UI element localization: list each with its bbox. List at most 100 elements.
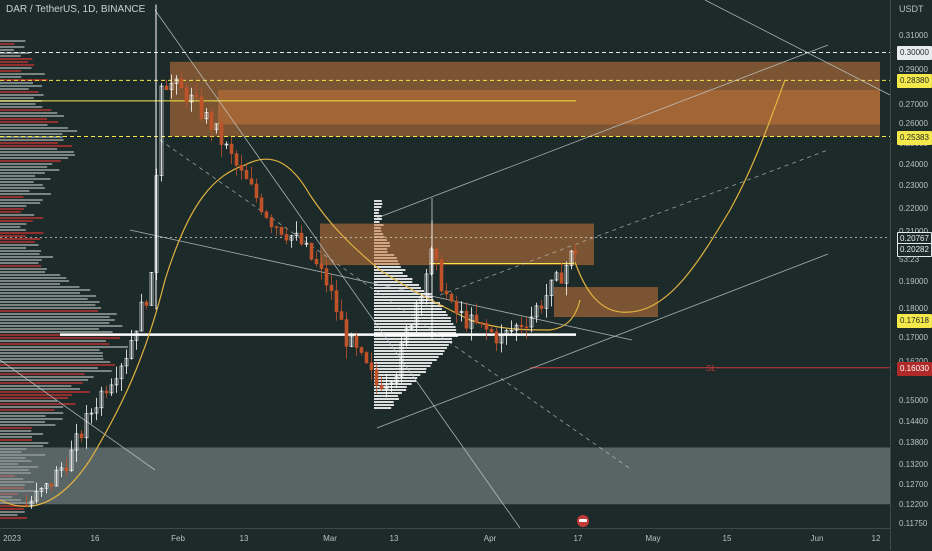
candle-body (179, 78, 184, 89)
time-tick-label: Mar (323, 534, 337, 543)
candle-body (499, 333, 504, 344)
resistance-zone (320, 223, 594, 266)
volume-profile-bar (0, 181, 34, 183)
volume-profile-bar (0, 82, 33, 84)
volume-profile-bar (0, 355, 103, 357)
candle-body (429, 248, 434, 275)
candle (339, 299, 344, 320)
session-profile-bar (374, 404, 394, 406)
price-tick-label: 0.11750 (899, 519, 928, 528)
session-profile-bar (374, 212, 379, 214)
candle (244, 162, 249, 180)
candle-body (559, 272, 564, 284)
candle (469, 307, 474, 341)
candle (234, 150, 239, 176)
candle-body (539, 305, 544, 309)
volume-profile-bar (0, 241, 35, 243)
descending-trendline (129, 229, 633, 341)
candle-body (314, 259, 319, 265)
candle-body (109, 384, 114, 394)
candle (194, 84, 199, 100)
volume-profile-bar (0, 103, 36, 105)
target-zone (554, 287, 658, 318)
volume-profile-bar (0, 382, 83, 384)
candle (519, 316, 524, 334)
candle (139, 293, 144, 332)
candle (529, 306, 534, 333)
candle (199, 88, 204, 123)
volume-profile-bar (0, 187, 45, 189)
candle-body (524, 326, 529, 329)
candle-body (519, 324, 524, 328)
volume-profile-bar (0, 337, 121, 339)
price-tick-label: 0.29000 (899, 64, 928, 74)
session-profile-bar (374, 377, 418, 379)
volume-profile-bar (0, 340, 107, 342)
volume-profile-bar (0, 385, 72, 387)
volume-profile-bar (0, 223, 27, 225)
candle (514, 322, 519, 341)
price-axis[interactable]: USDT 0.310000.290000.270000.260000.25000… (890, 0, 932, 550)
session-profile-bar (374, 221, 380, 223)
volume-profile-bar (0, 418, 63, 420)
time-axis[interactable]: 2023 16 Feb 13 Mar 13 Apr 17 May 15 Jun 12 (0, 528, 890, 551)
candle-body (194, 94, 199, 98)
volume-profile-bar (0, 265, 42, 267)
candle-body (359, 347, 364, 353)
volume-profile-bar (0, 130, 78, 132)
volume-profile-bar (0, 286, 80, 288)
candle (319, 254, 324, 280)
candle-body (249, 178, 254, 185)
candle-body (119, 365, 124, 380)
candle (29, 495, 34, 509)
volume-profile-bar (0, 352, 103, 354)
candle (129, 329, 134, 360)
candle (499, 324, 504, 353)
candle (384, 373, 389, 398)
time-tick-label: Apr (483, 534, 497, 543)
session-profile-bar (374, 200, 382, 202)
candle-body (224, 143, 229, 146)
volume-profile-bar (0, 433, 44, 435)
session-profile-bar (374, 281, 413, 283)
candle-body (444, 290, 449, 295)
candle (119, 362, 124, 391)
candle (559, 262, 564, 284)
session-profile-bar (374, 395, 399, 397)
session-profile-bar (374, 290, 424, 292)
volume-profile-bar (0, 298, 88, 300)
volume-profile-bar (0, 346, 129, 348)
session-profile-bar (374, 359, 437, 361)
session-profile-bar (374, 284, 420, 286)
chart-plot[interactable]: SL (0, 0, 890, 528)
volume-profile-bar (0, 43, 15, 45)
candle-body (454, 300, 459, 314)
candle-body (239, 164, 244, 171)
candle-body (89, 412, 94, 415)
price-tick-label: 0.18000 (899, 304, 928, 314)
volume-profile-bar (0, 166, 48, 168)
candle-body (34, 491, 39, 502)
candle (149, 272, 154, 306)
candle (414, 300, 419, 333)
candle (169, 74, 174, 99)
candle-body (134, 330, 139, 341)
candle (524, 317, 529, 339)
candle (269, 214, 274, 233)
candle-body (379, 384, 384, 390)
time-tick-label: Feb (171, 534, 185, 543)
session-profile-bar (374, 407, 392, 409)
volume-profile-bar (0, 193, 51, 195)
volume-profile-bar (0, 115, 64, 117)
candle-body (174, 78, 179, 84)
candle-body (349, 335, 354, 347)
candle (209, 108, 214, 142)
candle (549, 279, 554, 307)
candle-body (84, 413, 89, 439)
descending-channel-bottom (0, 359, 156, 471)
candle (44, 482, 49, 494)
volume-profile-bar (0, 199, 43, 201)
volume-profile-bar (0, 202, 41, 204)
candle (479, 322, 484, 328)
